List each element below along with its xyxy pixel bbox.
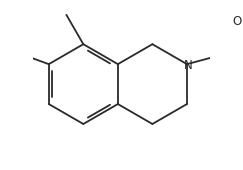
Text: N: N — [183, 59, 192, 72]
Text: O: O — [233, 15, 242, 28]
